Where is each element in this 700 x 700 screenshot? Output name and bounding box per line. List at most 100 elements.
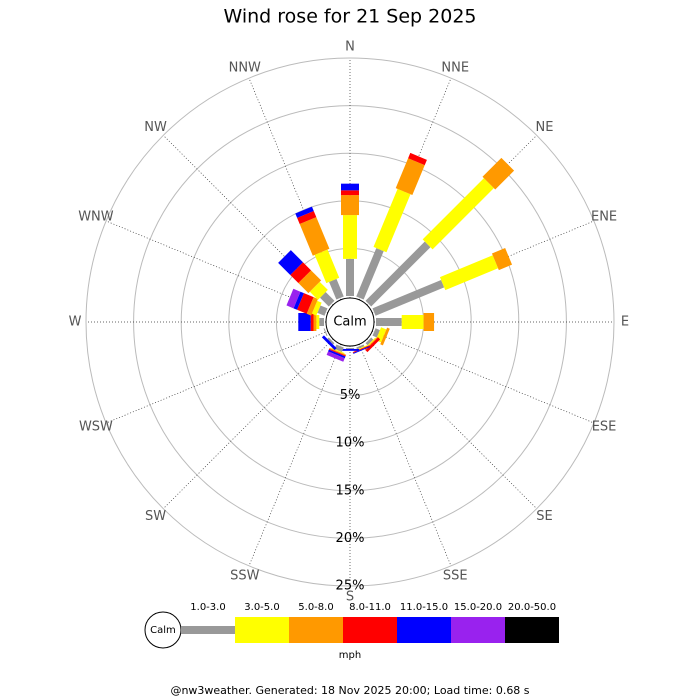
legend: Calm mph 1.0-3.0 3.0-5.0 5.0-8.0 8.0-11.0 11… — [144, 602, 559, 661]
wind-bar — [297, 210, 317, 225]
ring-label: 10% — [336, 436, 365, 451]
direction-label: NNW — [229, 60, 261, 75]
wind-bar — [356, 248, 384, 300]
wind-bar — [482, 157, 515, 190]
direction-label: NE — [535, 120, 553, 135]
wind-bar — [286, 288, 301, 309]
wind-bar — [352, 345, 370, 353]
legend-swatch — [397, 617, 451, 643]
wind-bar — [311, 300, 322, 316]
wind-bar — [353, 346, 371, 354]
direction-label: SSE — [443, 569, 468, 584]
wind-bar — [439, 255, 499, 291]
wind-bar — [321, 335, 337, 351]
wind-bar — [329, 347, 347, 356]
wind-bar — [314, 249, 340, 284]
legend-calm-label: Calm — [150, 625, 176, 636]
footer: @nw3weather. Generated: 18 Nov 2025 20:0… — [170, 684, 529, 697]
wind-bar — [297, 293, 314, 314]
wind-bar — [422, 178, 494, 250]
direction-label: WNW — [78, 209, 114, 224]
legend-label: 15.0-20.0 — [454, 602, 502, 613]
chart-title: Wind rose for 21 Sep 2025 — [223, 6, 476, 28]
wind-bar — [306, 297, 318, 316]
ring-label: 5% — [340, 388, 361, 403]
wind-bar — [310, 313, 314, 331]
calm-circle — [325, 297, 375, 347]
wind-bar — [343, 215, 357, 259]
wind-bar — [317, 305, 328, 316]
wind-bar — [319, 318, 324, 326]
wind-bar — [313, 313, 317, 331]
direction-label: SSW — [230, 569, 260, 584]
wind-bar — [298, 270, 322, 294]
wind-bar — [346, 258, 354, 296]
wind-bar — [365, 337, 374, 346]
spoke — [163, 135, 351, 323]
wind-bar — [372, 279, 445, 316]
legend-swatch — [235, 617, 289, 643]
ring-label: 25% — [336, 579, 365, 594]
legend-units: mph — [339, 650, 361, 661]
direction-label: N — [345, 40, 355, 55]
wind-bar — [373, 188, 411, 253]
wind-bar — [341, 348, 359, 351]
direction-label: NNE — [441, 60, 469, 75]
legend-swatch — [451, 617, 505, 643]
wind-bar — [334, 344, 344, 352]
legend-swatch — [505, 617, 559, 643]
legend-label: 1.0-3.0 — [190, 602, 225, 613]
wind-bar — [491, 247, 513, 271]
wind-bar — [423, 313, 435, 331]
wind-bar — [356, 344, 365, 350]
wind-bar — [395, 158, 425, 195]
wind-bar — [327, 337, 335, 345]
legend-swatch — [181, 626, 235, 634]
wind-bar — [290, 262, 312, 284]
wind-bar — [341, 195, 359, 216]
wind-bar — [365, 337, 381, 353]
direction-label: NW — [144, 120, 167, 135]
wind-bar — [278, 250, 303, 275]
legend-label: 3.0-5.0 — [244, 602, 279, 613]
wind-bar — [329, 278, 344, 300]
wind-bar — [295, 206, 314, 218]
wind-bar — [380, 327, 390, 346]
wind-bar — [298, 313, 311, 331]
wind-bar — [323, 328, 328, 337]
legend-label: 20.0-50.0 — [508, 602, 556, 613]
wind-bar — [293, 291, 304, 310]
wind-bar — [341, 183, 359, 191]
wind-bar — [346, 348, 354, 349]
ring-label: 15% — [336, 483, 365, 498]
spoke — [163, 321, 351, 509]
spoke — [349, 321, 452, 567]
wind-bar — [401, 315, 424, 329]
wind-bar — [299, 217, 330, 256]
wind-bar — [365, 337, 377, 349]
wind-bar — [372, 328, 380, 338]
legend-label: 11.0-15.0 — [400, 602, 448, 613]
legend-swatch — [343, 617, 397, 643]
legend-label: 5.0-8.0 — [298, 602, 333, 613]
calm-label: Calm — [333, 315, 366, 330]
wind-bar — [408, 152, 427, 166]
direction-label: ESE — [592, 420, 617, 435]
wind-bar — [375, 318, 402, 326]
spoke — [248, 77, 351, 323]
bars — [278, 152, 515, 362]
legend-swatch — [289, 617, 343, 643]
direction-label: E — [621, 315, 629, 330]
direction-label: SE — [536, 509, 552, 524]
wind-bar — [328, 349, 346, 359]
ring-label: 20% — [336, 531, 365, 546]
spoke — [349, 321, 537, 509]
legend-label: 8.0-11.0 — [349, 602, 391, 613]
spoke — [349, 321, 595, 424]
direction-label: S — [346, 590, 354, 605]
wind-bar — [365, 241, 431, 307]
wind-bar — [326, 351, 345, 362]
spoke — [248, 321, 351, 567]
direction-label: ENE — [591, 209, 617, 224]
